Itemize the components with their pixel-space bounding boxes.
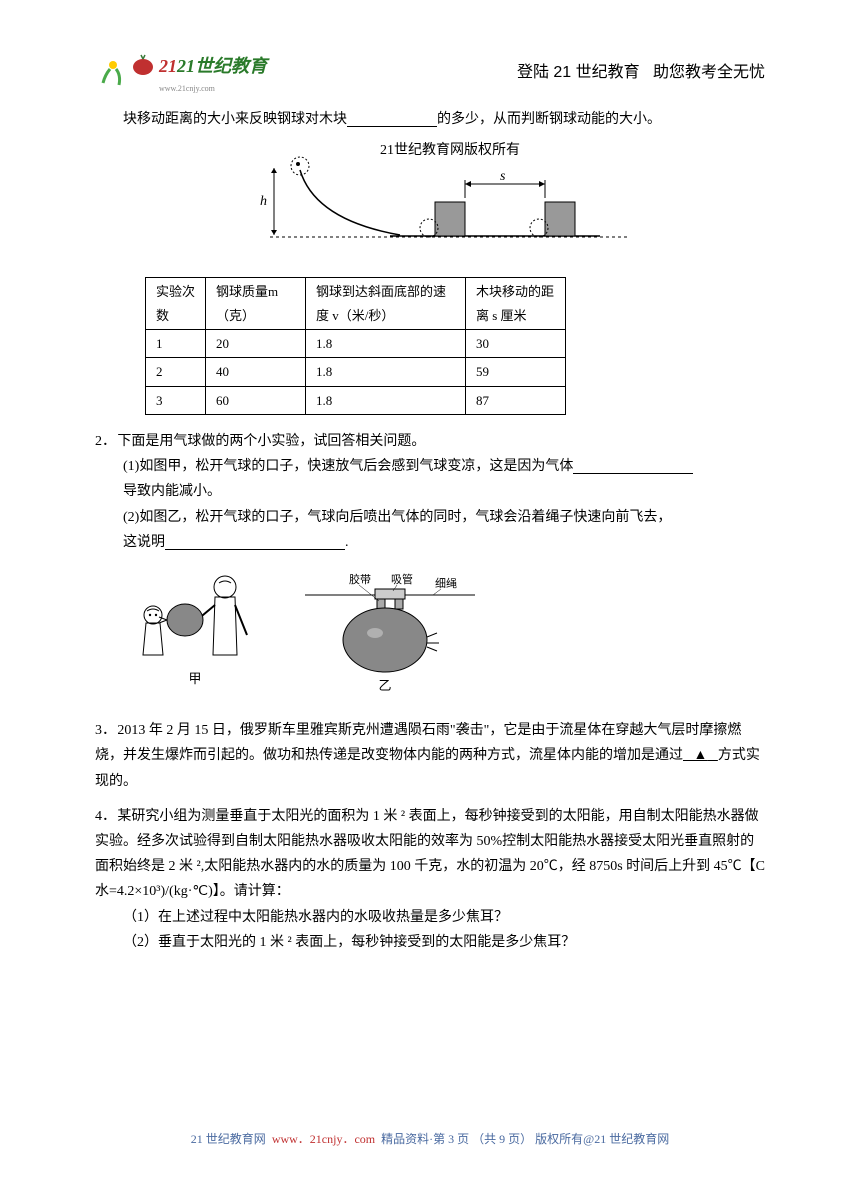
q2-body: (1)如图甲，松开气球的口子，快速放气后会感到气球变凉，这是因为气体 导致内能减… (95, 454, 765, 555)
experiment-table: 实验次数 钢球质量m（克） 钢球到达斜面底部的速度 v（米/秒） 木块移动的距离… (145, 277, 566, 415)
q3-text-a: 2013 年 2 月 15 日，俄罗斯车里雅宾斯克州遭遇陨石雨"袭击"，它是由于… (95, 723, 741, 763)
table-header: 钢球到达斜面底部的速度 v（米/秒） (306, 278, 466, 330)
svg-text:胶带: 胶带 (349, 572, 371, 586)
q2-part2c: . (345, 535, 349, 550)
table-cell: 1.8 (306, 358, 466, 386)
q2-part1b: 导致内能减小。 (123, 484, 221, 499)
svg-text:细绳: 细绳 (435, 576, 457, 590)
blank-fill (347, 113, 437, 127)
question-number: 4． (95, 804, 117, 829)
table-row: 2 40 1.8 59 (146, 358, 566, 386)
table-row: 1 20 1.8 30 (146, 329, 566, 357)
question-4: 4．某研究小组为测量垂直于太阳光的面积为 1 米 ² 表面上，每秒钟接受到的太阳… (95, 804, 765, 955)
table-cell: 59 (466, 358, 566, 386)
q4-body: （1）在上述过程中太阳能热水器内的水吸收热量是多少焦耳？ （2）垂直于太阳光的 … (95, 905, 765, 955)
header-title-2: 助您教考全无忧 (653, 64, 765, 81)
q4-text: 某研究小组为测量垂直于太阳光的面积为 1 米 ² 表面上，每秒钟接受到的太阳能，… (95, 809, 765, 900)
logo-sub: www.21cnjy.com (159, 82, 267, 96)
logo-icon (95, 53, 155, 93)
q2-part2b: 这说明 (123, 535, 165, 550)
figure-yi: 胶带 吸管 细绳 乙 (305, 565, 475, 704)
table-header: 木块移动的距离 s 厘米 (466, 278, 566, 330)
table-cell: 30 (466, 329, 566, 357)
footer-text-b: 精品资料·第 3 页 （共 9 页） 版权所有@21 世纪教育网 (381, 1132, 669, 1146)
table-cell: 60 (206, 386, 306, 414)
diagram-ramp: 21世纪教育网版权所有 h s (135, 140, 765, 269)
question-number: 2． (95, 429, 117, 454)
table-row: 3 60 1.8 87 (146, 386, 566, 414)
table-cell: 1.8 (306, 386, 466, 414)
question-number: 3． (95, 718, 117, 743)
table-cell: 87 (466, 386, 566, 414)
page-header: 2121世纪教育 www.21cnjy.com 登陆 21 世纪教育 助您教考全… (95, 50, 765, 101)
page-footer: 21 世纪教育网 www．21cnjy．com 精品资料·第 3 页 （共 9 … (0, 1129, 860, 1151)
intro-prefix: 块移动距离的大小来反映钢球对木块 (123, 112, 347, 127)
table-header: 实验次数 (146, 278, 206, 330)
question-3: 3．2013 年 2 月 15 日，俄罗斯车里雅宾斯克州遭遇陨石雨"袭击"，它是… (95, 718, 765, 794)
table-header: 钢球质量m（克） (206, 278, 306, 330)
header-title: 登陆 21 世纪教育 助您教考全无忧 (517, 59, 765, 88)
figure-row: 甲 胶带 吸管 细绳 乙 (135, 565, 765, 704)
q3-blank: ▲ (694, 748, 708, 763)
svg-text:s: s (500, 169, 506, 184)
footer-text-a: 21 世纪教育网 (191, 1132, 266, 1146)
table-cell: 20 (206, 329, 306, 357)
logo-text: 2121世纪教育 (159, 50, 267, 82)
table-cell: 40 (206, 358, 306, 386)
table-cell: 2 (146, 358, 206, 386)
table-cell: 1 (146, 329, 206, 357)
header-title-1: 登陆 21 世纪教育 (517, 64, 640, 81)
svg-text:吸管: 吸管 (391, 572, 413, 586)
logo-area: 2121世纪教育 www.21cnjy.com (95, 50, 267, 97)
q2-part2a: (2)如图乙，松开气球的口子，气球向后喷出气体的同时，气球会沿着绳子快速向前飞去… (123, 510, 671, 525)
table-header-row: 实验次数 钢球质量m（克） 钢球到达斜面底部的速度 v（米/秒） 木块移动的距离… (146, 278, 566, 330)
blank-fill (573, 460, 693, 474)
blank-fill (165, 536, 345, 550)
intro-line: 块移动距离的大小来反映钢球对木块 的多少，从而判断钢球动能的大小。 (95, 107, 765, 132)
question-2: 2．下面是用气球做的两个小实验，试回答相关问题。 (1)如图甲，松开气球的口子，… (95, 429, 765, 555)
table-cell: 3 (146, 386, 206, 414)
q4-sub2: （2）垂直于太阳光的 1 米 ² 表面上，每秒钟接受到的太阳能是多少焦耳？ (123, 930, 765, 955)
table-cell: 1.8 (306, 329, 466, 357)
watermark-text: 21世纪教育网版权所有 (380, 142, 520, 158)
footer-url: www．21cnjy．com (272, 1132, 375, 1146)
svg-text:甲: 甲 (188, 671, 201, 686)
svg-text:h: h (260, 194, 267, 209)
svg-text:乙: 乙 (378, 678, 391, 693)
q2-part1a: (1)如图甲，松开气球的口子，快速放气后会感到气球变凉，这是因为气体 (123, 459, 573, 474)
q2-intro: 下面是用气球做的两个小实验，试回答相关问题。 (117, 434, 425, 449)
intro-suffix: 的多少，从而判断钢球动能的大小。 (437, 112, 661, 127)
q4-sub1: （1）在上述过程中太阳能热水器内的水吸收热量是多少焦耳？ (123, 905, 765, 930)
figure-jia: 甲 (135, 565, 265, 704)
